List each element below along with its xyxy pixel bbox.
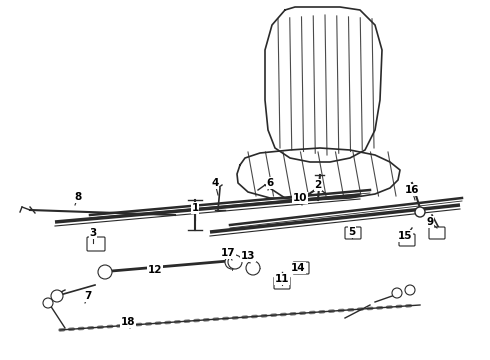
Text: 13: 13 bbox=[241, 251, 255, 261]
Circle shape bbox=[51, 290, 63, 302]
Text: 15: 15 bbox=[398, 231, 412, 241]
Text: 9: 9 bbox=[426, 217, 434, 227]
Text: 4: 4 bbox=[211, 178, 219, 188]
FancyBboxPatch shape bbox=[293, 262, 309, 274]
FancyBboxPatch shape bbox=[87, 237, 105, 251]
FancyBboxPatch shape bbox=[399, 234, 415, 246]
Text: 2: 2 bbox=[315, 180, 321, 190]
Text: 17: 17 bbox=[220, 248, 235, 258]
Text: 12: 12 bbox=[148, 265, 162, 275]
Text: 5: 5 bbox=[348, 227, 356, 237]
Text: 18: 18 bbox=[121, 317, 135, 327]
Text: 3: 3 bbox=[89, 228, 97, 238]
Text: 11: 11 bbox=[275, 274, 289, 284]
Circle shape bbox=[225, 255, 239, 269]
Text: 6: 6 bbox=[267, 178, 273, 188]
Text: 10: 10 bbox=[293, 193, 307, 203]
Text: 8: 8 bbox=[74, 192, 82, 202]
FancyBboxPatch shape bbox=[274, 277, 290, 289]
Circle shape bbox=[415, 207, 425, 217]
Circle shape bbox=[43, 298, 53, 308]
Text: 16: 16 bbox=[405, 185, 419, 195]
Text: 7: 7 bbox=[84, 291, 92, 301]
Circle shape bbox=[405, 285, 415, 295]
Circle shape bbox=[228, 255, 242, 269]
Circle shape bbox=[392, 288, 402, 298]
FancyBboxPatch shape bbox=[345, 227, 361, 239]
FancyBboxPatch shape bbox=[429, 227, 445, 239]
Circle shape bbox=[98, 265, 112, 279]
Text: 14: 14 bbox=[291, 263, 305, 273]
Text: 1: 1 bbox=[192, 203, 198, 213]
Circle shape bbox=[246, 261, 260, 275]
